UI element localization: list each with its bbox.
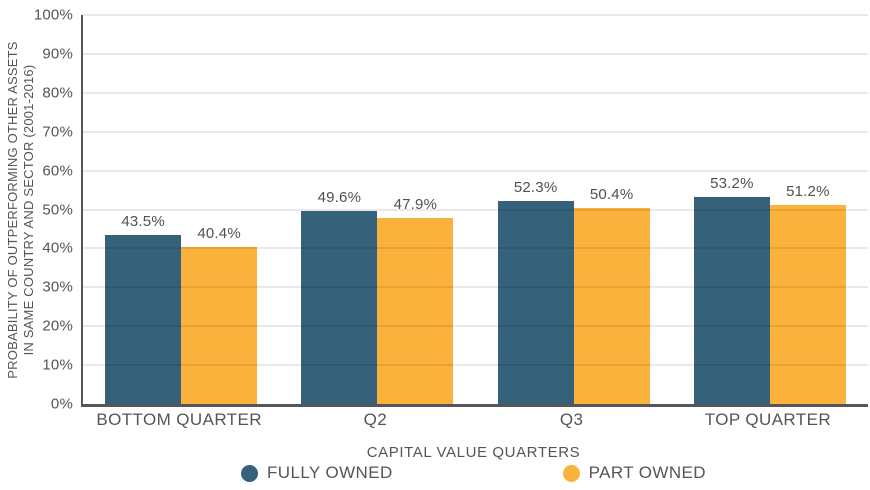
bar [497, 200, 574, 404]
y-tick-label: 70% [42, 123, 73, 141]
bar-value-label: 43.5% [121, 212, 165, 230]
y-tick-label: 80% [42, 84, 73, 102]
bar-value-label: 49.6% [317, 189, 362, 207]
bar-value-label: 40.4% [197, 224, 241, 242]
legend-circle-icon [562, 464, 580, 482]
bar [181, 246, 258, 404]
legend-circle-icon [241, 464, 258, 482]
y-tick-label: 100% [33, 6, 73, 24]
bar-group: 49.6% 47.9% [279, 15, 475, 404]
y-tick-label: 30% [42, 278, 73, 296]
x-axis-category-labels: BOTTOM QUARTER Q2 Q3 TOP QUARTER [81, 410, 866, 430]
y-tick-label: 90% [42, 45, 73, 63]
x-category-label: Q3 [559, 410, 584, 429]
bar-column: 53.2% [693, 15, 770, 404]
bar-group: 43.5% 40.4% [83, 15, 279, 404]
legend-item: FULLY OWNED [241, 463, 393, 483]
bar-value-label: 53.2% [710, 175, 754, 193]
bar-column: 43.5% [105, 15, 182, 404]
bar-column: 51.2% [769, 15, 846, 404]
bar-column: 52.3% [497, 15, 574, 404]
y-tick-label: 20% [42, 317, 73, 335]
bar-value-label: 52.3% [513, 178, 558, 196]
legend-item: PART OWNED [562, 463, 706, 483]
bar [105, 234, 182, 404]
bar-column: 47.9% [377, 15, 454, 404]
y-tick-label: 60% [42, 162, 73, 180]
bar-group: 52.3% 50.4% [476, 15, 672, 404]
y-tick-label: 0% [50, 395, 73, 413]
legend-label: FULLY OWNED [267, 463, 393, 482]
bar [573, 207, 650, 404]
x-category-label: TOP QUARTER [704, 410, 831, 429]
x-category-label: Q2 [363, 410, 388, 429]
bar-value-label: 50.4% [589, 185, 634, 203]
plot-area: 43.5% 40.4% 49.6% 47.9% 52.3% 50.4% 53.2% 51.2% [81, 14, 868, 407]
bar-group: 53.2% 51.2% [672, 15, 868, 404]
x-category-label: BOTTOM QUARTER [96, 410, 262, 429]
y-axis-tick-labels: 0% 10% 20% 30% 40% 50% 60% 70% 80% 90% 100% [0, 7, 73, 413]
bar-column: 50.4% [573, 15, 650, 404]
y-tick-label: 50% [42, 201, 73, 218]
x-axis-title: CAPITAL VALUE QUARTERS [366, 444, 581, 461]
bar-value-label: 47.9% [393, 195, 438, 213]
bar-column: 40.4% [181, 15, 258, 404]
bar-value-label: 51.2% [786, 182, 830, 200]
legend-label: PART OWNED [588, 463, 706, 482]
y-tick-label: 40% [42, 239, 73, 257]
bar [301, 211, 378, 404]
bar [377, 217, 454, 404]
legend: FULLY OWNED PART OWNED [81, 463, 866, 483]
bar [769, 204, 846, 404]
bar [693, 197, 770, 404]
bar-column: 49.6% [301, 15, 378, 404]
y-tick-label: 10% [42, 356, 73, 374]
